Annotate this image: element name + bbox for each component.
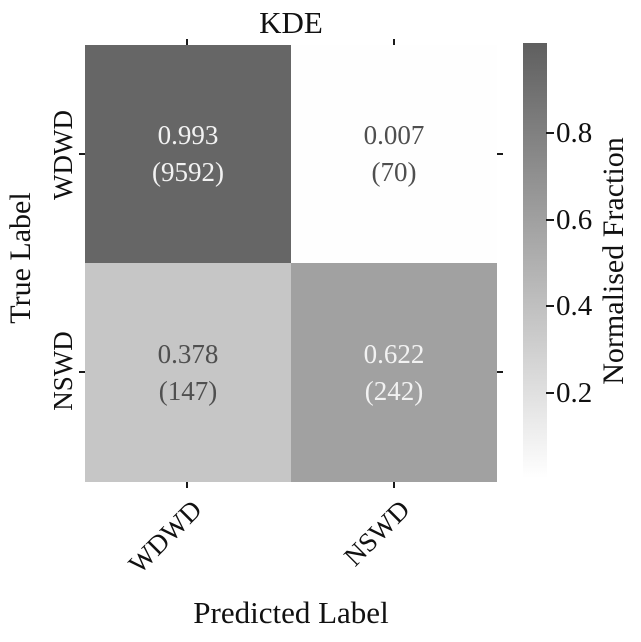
- chart-title: KDE: [259, 5, 323, 40]
- cell-fraction: 0.993: [157, 120, 219, 150]
- bottom-tick-col1: [186, 482, 188, 488]
- left-tick-row2: [79, 371, 85, 373]
- cell-fraction: 0.007: [363, 120, 425, 150]
- colorbar: [523, 43, 547, 478]
- cell-count: (9592): [152, 157, 224, 187]
- colorbar-tick-label-0.6: 0.6: [556, 204, 593, 236]
- colorbar-tick-label-0.4: 0.4: [556, 290, 593, 322]
- right-tick-row1: [497, 153, 503, 155]
- colorbar-axis-label: Normalised Fraction: [597, 137, 630, 385]
- colorbar-tick-label-0.2: 0.2: [556, 377, 593, 409]
- cell-count: (147): [158, 375, 218, 406]
- top-tick-col2: [393, 39, 395, 45]
- x-tick-label-wdwd: WDWD: [122, 494, 208, 580]
- cell-count: (242): [364, 375, 424, 406]
- matrix-cell-true-wdwd-pred-wdwd: 0.993 (9592): [85, 45, 291, 263]
- matrix-cell-true-nswd-pred-nswd: 0.622 (242): [291, 263, 497, 482]
- y-tick-label-nswd: NSWD: [48, 331, 78, 411]
- colorbar-tick-0.2: [546, 392, 554, 394]
- colorbar-tick-0.6: [546, 219, 554, 221]
- bottom-tick-col2: [393, 482, 395, 488]
- top-tick-col1: [186, 39, 188, 45]
- right-tick-row2: [497, 371, 503, 373]
- x-tick-label-nswd: NSWD: [338, 494, 416, 572]
- cell-fraction: 0.378: [157, 338, 219, 369]
- colorbar-tick-0.4: [546, 305, 554, 307]
- y-axis-label: True Label: [4, 192, 37, 324]
- x-axis-label: Predicted Label: [193, 595, 389, 630]
- matrix-cell-true-wdwd-pred-nswd: 0.007 (70): [291, 45, 497, 263]
- colorbar-tick-label-0.8: 0.8: [556, 117, 593, 149]
- colorbar-tick-0.8: [546, 132, 554, 134]
- cell-fraction: 0.622: [363, 338, 425, 369]
- matrix-cell-true-nswd-pred-wdwd: 0.378 (147): [85, 263, 291, 482]
- left-tick-row1: [79, 153, 85, 155]
- y-tick-label-wdwd: WDWD: [48, 110, 78, 200]
- cell-count: (70): [371, 157, 417, 187]
